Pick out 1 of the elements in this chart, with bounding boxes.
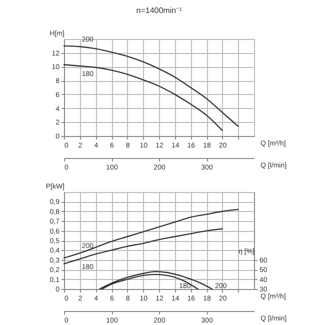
chart-title: n=1400min⁻¹ xyxy=(136,6,182,15)
